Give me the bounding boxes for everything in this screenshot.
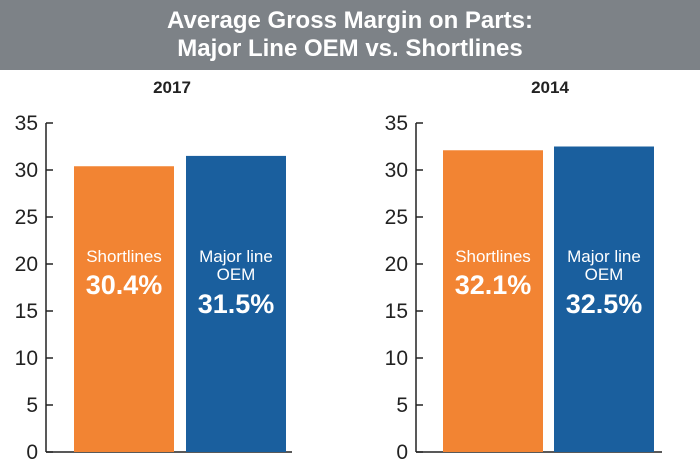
y-tick-label: 15 [15,300,38,323]
bar-data-label: 32.1% [455,270,532,300]
y-tick-label: 10 [385,347,408,370]
chart-title-line-2: Major Line OEM vs. Shortlines [177,35,523,62]
bar-category-label: OEM [585,265,624,284]
bar-category-label: OEM [217,265,256,284]
y-tick-label: 25 [385,206,408,229]
y-tick-label: 35 [385,112,408,135]
bar-major-line-oem [186,155,286,452]
bar-major-line-oem [554,146,654,452]
y-tick-label: 5 [26,394,38,417]
y-tick-label: 30 [15,159,38,182]
y-tick-label: 20 [385,253,408,276]
bar-category-label: Major line [567,247,641,266]
bar-shortlines [443,150,543,452]
bar-data-label: 32.5% [566,289,643,319]
bar-shortlines [74,166,174,453]
chart-title-line-1: Average Gross Margin on Parts: [167,7,533,34]
y-tick-label: 10 [15,347,38,370]
y-tick-label: 25 [15,206,38,229]
y-tick-label: 20 [15,253,38,276]
y-tick-label: 35 [15,112,38,135]
bar-category-label: Shortlines [455,247,531,266]
y-tick-label: 5 [396,394,408,417]
bar-category-label: Shortlines [86,247,162,266]
panel-title-2014: 2014 [531,78,569,97]
bar-category-label: Major line [199,247,273,266]
y-tick-label: 0 [396,441,408,464]
y-tick-label: 30 [385,159,408,182]
bar-data-label: 31.5% [198,289,275,319]
y-tick-label: 15 [385,300,408,323]
bar-data-label: 30.4% [86,270,163,300]
y-tick-label: 0 [26,441,38,464]
panel-title-2017: 2017 [153,78,191,97]
title-banner: Average Gross Margin on Parts: Major Lin… [0,0,700,70]
